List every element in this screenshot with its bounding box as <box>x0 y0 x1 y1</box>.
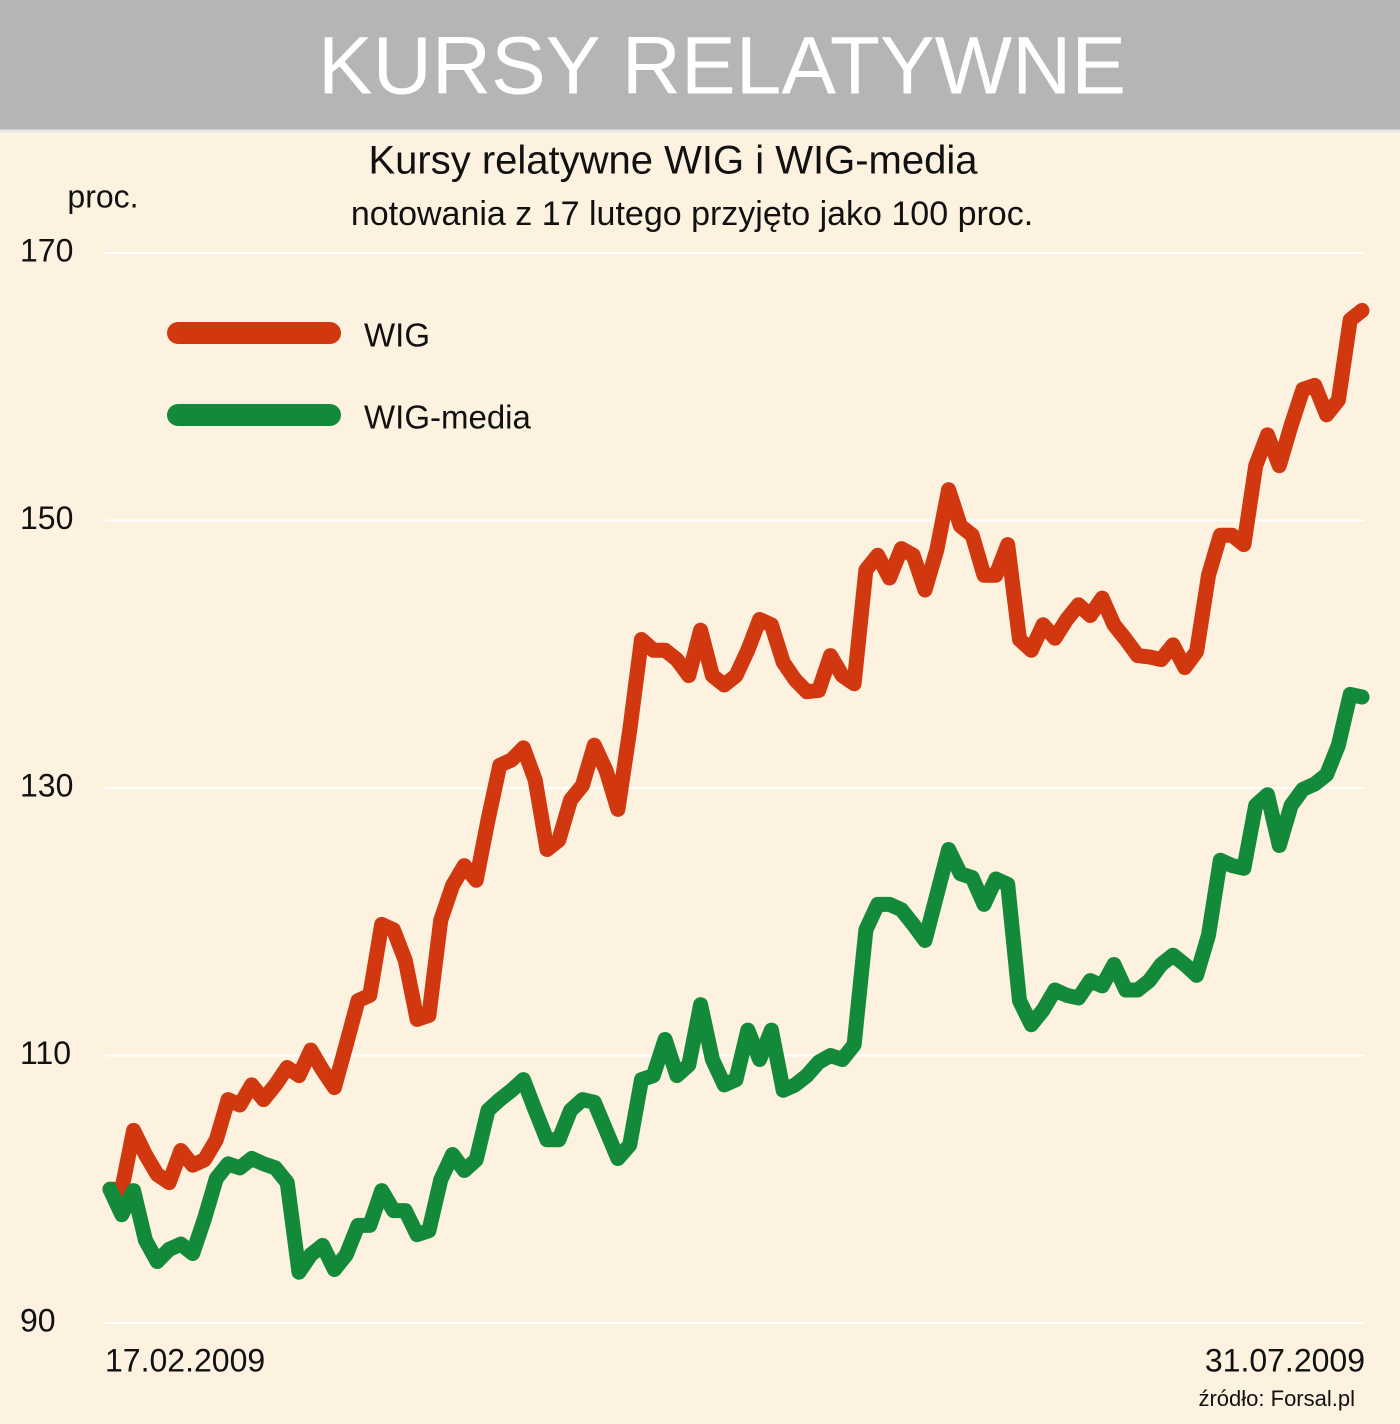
y-tick-label: 110 <box>20 1035 71 1071</box>
banner <box>0 0 1400 130</box>
banner-title: KURSY RELATYWNE <box>318 21 1126 112</box>
y-axis-label: proc. <box>67 178 138 214</box>
line <box>102 303 1370 1197</box>
y-tick-label: 150 <box>20 500 73 536</box>
chart-title: Kursy relatywne WIG i WIG-media <box>368 139 978 183</box>
line <box>102 686 1370 1280</box>
x-tick-label: 31.07.2009 <box>1205 1342 1365 1378</box>
source: źródło: Forsal.pl <box>1198 1386 1355 1411</box>
y-tick-label: 130 <box>20 767 73 803</box>
x-tick-label: 17.02.2009 <box>105 1342 265 1378</box>
chart-subtitle: notowania z 17 lutego przyjęto jako 100 … <box>351 195 1033 233</box>
legend-label: WIG-media <box>364 399 532 436</box>
y-tick-label: 90 <box>20 1302 56 1338</box>
legend-label: WIG <box>364 317 430 354</box>
y-tick-label: 170 <box>20 232 73 268</box>
